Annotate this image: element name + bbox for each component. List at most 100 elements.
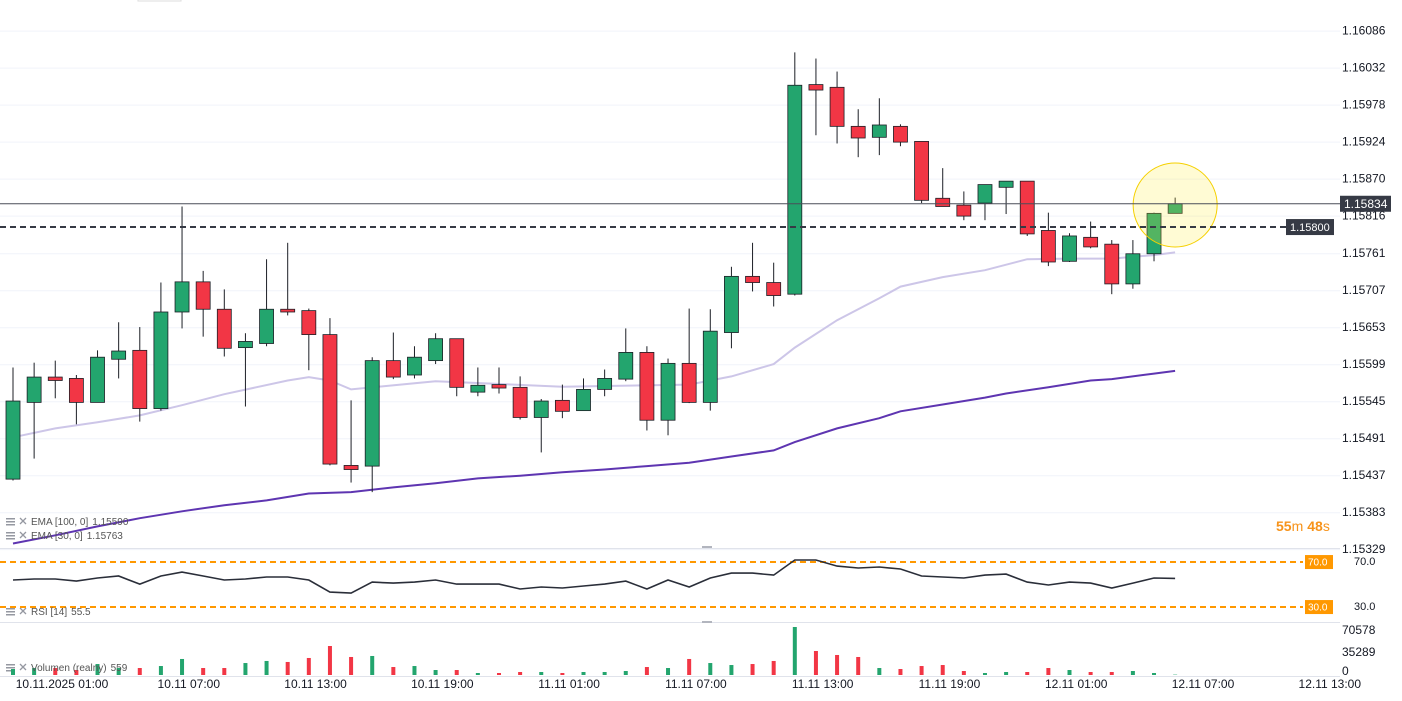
candle-body <box>977 184 993 204</box>
legend-entry: EMA [30, 0] 1.15763 <box>31 531 123 542</box>
candle-body <box>322 334 338 465</box>
volume-bar <box>1046 668 1051 675</box>
volume-bar <box>475 673 480 675</box>
x-tick-label: 10.11.2025 01:00 <box>16 677 109 691</box>
countdown: 55m 48s <box>1276 518 1330 534</box>
volume-bar <box>412 666 417 675</box>
candle-body <box>893 125 908 143</box>
volume-bar <box>602 672 607 675</box>
candle-body <box>1062 235 1077 262</box>
volume-bar <box>835 654 840 675</box>
rsi-line <box>12 559 1176 594</box>
x-tick-label: 10.11 13:00 <box>284 677 347 691</box>
pane-handle <box>702 546 712 548</box>
candle-body <box>914 141 929 201</box>
volume-bar <box>243 663 248 675</box>
volume-bar <box>327 646 332 675</box>
legend-name: RSI [14] <box>31 607 67 618</box>
candle-body <box>935 197 951 207</box>
volume-bar <box>116 668 121 675</box>
candle-body <box>1104 243 1120 285</box>
y-tick-label: 70.0 <box>1354 556 1375 568</box>
legend-value: 559 <box>111 663 128 674</box>
candle-body <box>132 349 148 409</box>
candle-body <box>850 125 866 139</box>
volume-bar <box>158 666 163 675</box>
legend-value: 1.15763 <box>87 531 124 542</box>
y-tick-label: 1.15329 <box>1342 542 1386 556</box>
volume-bar <box>982 673 987 675</box>
candle-body <box>407 356 422 376</box>
candle-body <box>343 465 359 470</box>
current-price-label: 1.15834 <box>1344 197 1388 211</box>
x-tick-label: 11.11 07:00 <box>665 677 727 691</box>
candle-body <box>829 86 845 127</box>
volume-bar <box>898 669 903 675</box>
y-tick-label: 1.15761 <box>1342 246 1386 260</box>
legend-entry: EMA [100, 0] 1.15590 <box>31 517 129 528</box>
y-tick-label: 1.15707 <box>1342 283 1386 297</box>
volume-bar <box>137 668 142 675</box>
legend-name: EMA [30, 0] <box>31 531 83 542</box>
volume-bar <box>1088 672 1093 675</box>
legend-icons <box>6 518 15 672</box>
volume-bar <box>1130 671 1135 675</box>
rsi-level-box <box>1305 555 1333 570</box>
volume-bar <box>708 663 713 675</box>
top-tab <box>137 0 182 2</box>
candle-body <box>533 400 549 418</box>
level-box <box>1286 219 1334 236</box>
volume-bar <box>644 667 649 675</box>
y-tick-label: 30.0 <box>1354 601 1375 613</box>
y-tick-label: 70578 <box>1342 623 1376 637</box>
candle-body <box>385 360 401 378</box>
candle-body <box>47 376 63 381</box>
candle-body <box>724 275 739 333</box>
volume-bar <box>750 664 755 675</box>
rsi-level-label: 30.0 <box>1308 603 1328 614</box>
candle-body <box>280 308 296 313</box>
candle-body <box>1125 253 1141 285</box>
candle-body <box>259 308 274 344</box>
volume-bar <box>856 656 861 675</box>
rsi-level-box <box>1305 600 1333 615</box>
y-tick-label: 35289 <box>1342 645 1376 659</box>
volume-bar <box>11 669 15 675</box>
candle-body <box>428 338 444 362</box>
candle-body <box>787 84 803 295</box>
volume-bar <box>919 666 924 675</box>
volume-bar <box>201 668 206 675</box>
candle-body <box>174 281 190 313</box>
volume-bar <box>370 655 375 675</box>
y-tick-label: 0 <box>1342 664 1349 678</box>
volume-bar <box>940 665 945 675</box>
volume-bar <box>74 670 79 675</box>
y-tick-label: 1.15978 <box>1342 97 1386 111</box>
candle-body <box>153 311 169 409</box>
candle-body <box>1040 230 1056 263</box>
candle-body <box>111 350 127 360</box>
volume-bar <box>180 658 185 675</box>
countdown-minutes-unit: m <box>1292 518 1304 534</box>
level-label: 1.15800 <box>1290 222 1330 234</box>
volume-bar <box>391 667 396 675</box>
volume-bar <box>792 626 797 675</box>
volume-bar <box>1067 670 1072 675</box>
volume-bar <box>349 656 354 675</box>
volume-bar <box>496 673 501 675</box>
x-tick-label: 12.11 07:00 <box>1172 677 1235 691</box>
candle-body <box>745 275 760 283</box>
rsi-level-label: 70.0 <box>1308 558 1328 569</box>
candle-body <box>639 352 655 421</box>
y-tick-label: 1.15437 <box>1342 468 1386 482</box>
x-tick-label: 11.11 13:00 <box>792 677 854 691</box>
candle-body <box>808 84 824 91</box>
candle-body <box>618 352 634 380</box>
y-tick-label: 1.15816 <box>1342 208 1386 222</box>
volume-bar <box>1152 673 1157 675</box>
x-tick-label: 12.11 01:00 <box>1045 677 1108 691</box>
candle-body <box>1083 236 1099 248</box>
candle-body <box>871 124 887 138</box>
volume-bar <box>581 672 586 675</box>
